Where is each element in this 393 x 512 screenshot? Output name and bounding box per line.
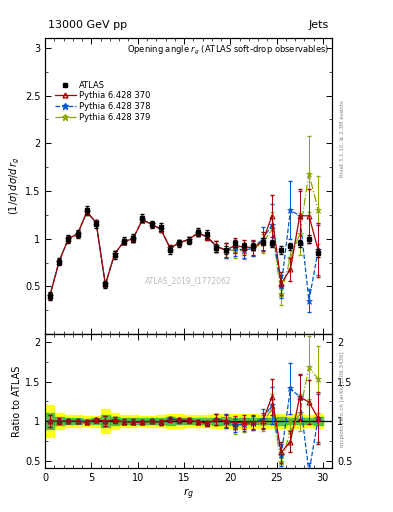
- X-axis label: $r_g$: $r_g$: [183, 486, 194, 502]
- Y-axis label: $(1/\sigma)\,d\sigma/d\,r_g$: $(1/\sigma)\,d\sigma/d\,r_g$: [7, 157, 22, 216]
- Legend: ATLAS, Pythia 6.428 370, Pythia 6.428 378, Pythia 6.428 379: ATLAS, Pythia 6.428 370, Pythia 6.428 37…: [52, 78, 153, 124]
- Text: Jets: Jets: [309, 19, 329, 30]
- Text: Rivet 3.1.10, ≥ 2.3M events: Rivet 3.1.10, ≥ 2.3M events: [340, 100, 345, 177]
- Text: 13000 GeV pp: 13000 GeV pp: [48, 19, 127, 30]
- Y-axis label: Ratio to ATLAS: Ratio to ATLAS: [12, 366, 22, 437]
- Text: mcplots.cern.ch [arXiv:1306.3436]: mcplots.cern.ch [arXiv:1306.3436]: [340, 352, 345, 447]
- Text: ATLAS_2019_I1772062: ATLAS_2019_I1772062: [145, 276, 232, 285]
- Text: Opening angle $r_g$ (ATLAS soft-drop observables): Opening angle $r_g$ (ATLAS soft-drop obs…: [127, 45, 329, 57]
